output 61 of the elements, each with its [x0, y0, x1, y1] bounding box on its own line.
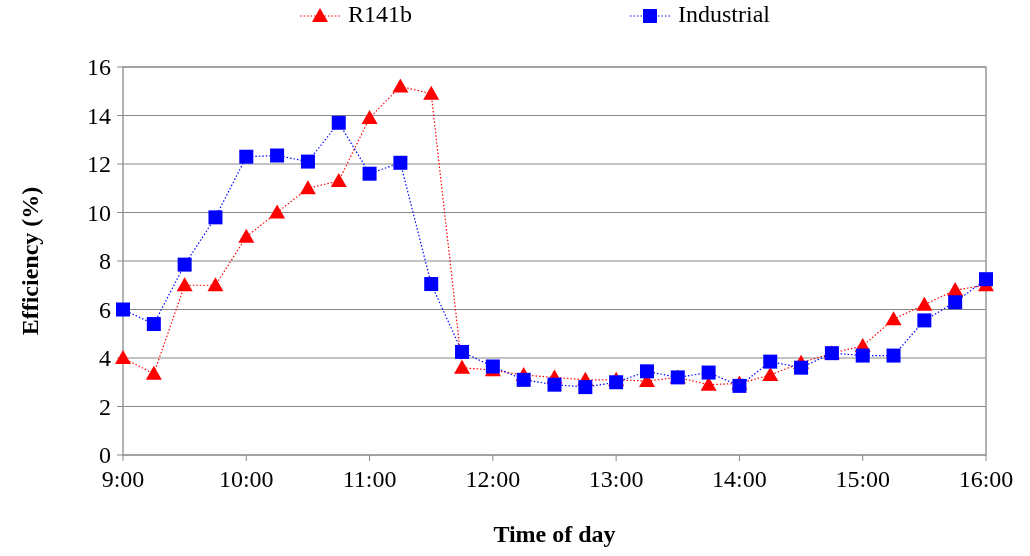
- y-tick-label: 8: [99, 248, 111, 275]
- point: [239, 149, 254, 164]
- y-tick-label: 4: [99, 345, 111, 372]
- point: [207, 277, 224, 292]
- point: [609, 375, 624, 390]
- point: [330, 172, 347, 187]
- point: [270, 148, 285, 163]
- point: [455, 344, 470, 359]
- x-axis-title: Time of day: [493, 521, 616, 547]
- point: [916, 296, 933, 311]
- y-axis-title: Efficiency (%): [17, 186, 43, 336]
- point: [948, 295, 963, 310]
- point: [855, 348, 870, 363]
- point: [516, 372, 531, 387]
- point: [331, 115, 346, 130]
- x-tick-label: 11:00: [342, 466, 397, 492]
- y-tick-label: 16: [87, 54, 111, 81]
- point: [361, 109, 378, 124]
- point: [578, 380, 593, 395]
- point: [362, 166, 377, 181]
- point: [238, 228, 255, 243]
- y-tick-label: 14: [87, 102, 111, 129]
- point: [424, 277, 439, 292]
- x-tick-label: 15:00: [835, 466, 891, 492]
- point: [393, 155, 408, 170]
- point: [639, 364, 654, 379]
- legend-label: R141b: [348, 1, 413, 27]
- point: [145, 365, 162, 380]
- point: [979, 272, 993, 287]
- point: [176, 277, 193, 292]
- point: [701, 365, 716, 380]
- point: [794, 360, 809, 375]
- y-tick-label: 2: [99, 393, 111, 420]
- point: [454, 359, 471, 374]
- point: [116, 302, 130, 317]
- point: [885, 311, 902, 326]
- y-tick-label: 0: [99, 442, 111, 469]
- y-tick-label: 12: [87, 151, 111, 178]
- point: [763, 354, 778, 369]
- point: [886, 348, 901, 363]
- point: [300, 154, 315, 169]
- point: [269, 204, 286, 219]
- point: [917, 313, 932, 328]
- point: [547, 377, 562, 392]
- legend-label: Industrial: [678, 1, 771, 27]
- point: [146, 317, 161, 332]
- point: [177, 257, 192, 272]
- x-tick-label: 10:00: [218, 466, 274, 492]
- x-tick-label: 14:00: [712, 466, 767, 492]
- x-tick-label: 12:00: [465, 466, 521, 492]
- point: [208, 210, 223, 225]
- y-tick-label: 10: [87, 199, 111, 226]
- point: [423, 85, 440, 100]
- point: [392, 78, 409, 93]
- x-tick-label: 9:00: [101, 466, 145, 492]
- y-tick-label: 6: [99, 296, 111, 323]
- x-tick-label: 13:00: [588, 466, 644, 492]
- point: [115, 350, 131, 364]
- x-tick-label: 16:00: [958, 466, 1014, 492]
- point: [762, 366, 779, 381]
- point: [299, 180, 316, 195]
